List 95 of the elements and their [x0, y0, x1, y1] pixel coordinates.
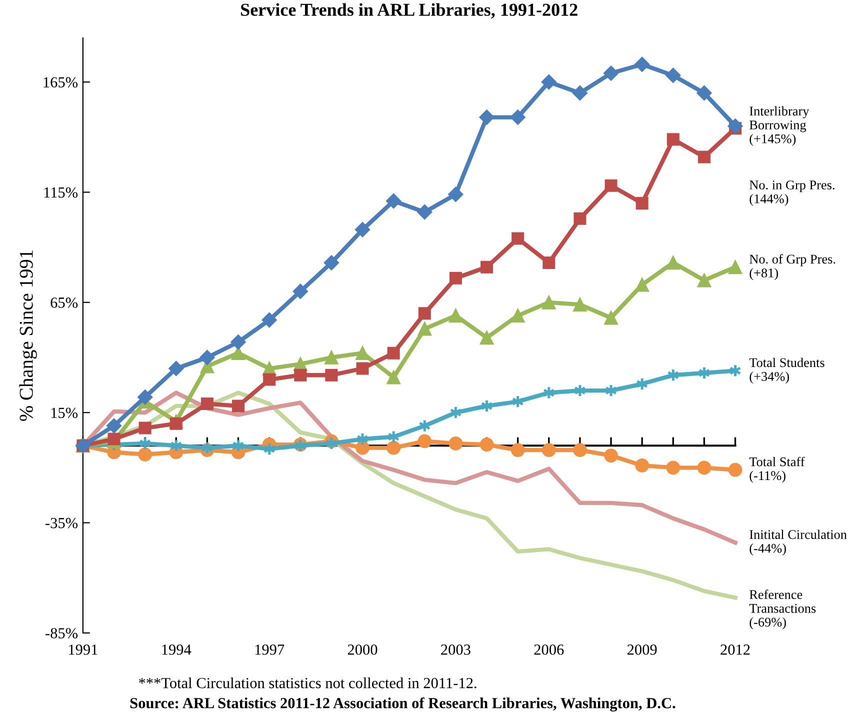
point — [728, 118, 743, 134]
point — [386, 440, 401, 455]
point — [696, 85, 712, 101]
point — [262, 312, 277, 328]
x-tick-label: 2000 — [348, 644, 378, 655]
point — [635, 458, 650, 472]
series-label: No. of Grp Pres. (+81) — [750, 254, 836, 280]
text: No. in Grp Pres. (144%) — [750, 180, 834, 206]
x-tick-label: 2006 — [534, 644, 564, 655]
y-tick-label: -85% — [46, 628, 78, 638]
point — [292, 284, 308, 299]
point — [418, 322, 432, 336]
point — [294, 368, 307, 382]
point — [448, 186, 464, 202]
point — [636, 196, 648, 210]
point — [448, 436, 463, 450]
series-label: Initital Circulation (-44%) — [750, 530, 847, 556]
point — [230, 334, 246, 350]
point — [604, 448, 618, 462]
point — [138, 390, 153, 405]
point — [634, 56, 650, 72]
point — [666, 68, 681, 83]
point — [325, 368, 338, 382]
y-tick-label: 65% — [50, 298, 78, 308]
point — [448, 308, 463, 323]
point — [106, 418, 122, 434]
point — [542, 443, 556, 457]
y-tick-label: 115% — [44, 187, 78, 198]
point — [449, 272, 462, 284]
point — [418, 307, 431, 320]
point — [480, 330, 494, 345]
series-label: Reference Transactions (-69%) — [749, 590, 816, 630]
point — [356, 440, 370, 455]
point — [354, 222, 370, 238]
point — [356, 362, 369, 375]
point — [418, 434, 432, 448]
y-tick-label: -35% — [46, 518, 78, 528]
point — [697, 273, 712, 288]
point — [603, 66, 619, 81]
series-label: Interlibrary Borrowing (+145%) — [750, 106, 810, 146]
point — [510, 308, 525, 323]
point — [386, 193, 402, 209]
point — [666, 133, 680, 146]
point — [232, 400, 245, 412]
x-tick-label: 2012 — [720, 644, 750, 655]
point — [542, 256, 556, 269]
point — [697, 460, 712, 475]
point — [728, 260, 742, 274]
point — [138, 422, 152, 434]
point — [263, 373, 276, 386]
point — [541, 74, 556, 90]
source-note: Source: ARL Statistics 2011-12 Association of Research Libraries, Washington, D.C. — [130, 697, 676, 712]
point — [573, 298, 587, 312]
point — [324, 255, 340, 270]
point — [479, 110, 494, 125]
text: ***Total Circulation statistics not collected in 2011-12. — [138, 677, 476, 688]
chart-title: Service Trends in ARL Libraries, 1991-2012 — [241, 3, 578, 19]
point — [387, 346, 400, 360]
series-label: Total Staff (-11%) — [749, 456, 805, 483]
point — [604, 179, 618, 192]
point — [108, 432, 120, 446]
point — [728, 462, 742, 477]
point — [200, 350, 215, 366]
point — [480, 438, 494, 452]
point — [386, 370, 401, 384]
point — [573, 443, 587, 457]
point — [666, 256, 680, 270]
point — [635, 278, 650, 292]
point — [666, 460, 680, 475]
point — [574, 212, 586, 225]
point — [510, 110, 526, 125]
point — [356, 346, 370, 360]
point — [324, 350, 338, 364]
x-tick-label: 2003 — [441, 644, 470, 655]
series-label: Total Students (+34%) — [749, 358, 824, 384]
point — [572, 85, 588, 101]
point — [604, 310, 618, 325]
point — [510, 443, 525, 457]
x-tick-label: 1991 — [69, 644, 98, 655]
x-tick-label: 1994 — [162, 644, 192, 655]
point — [512, 232, 524, 245]
point — [138, 448, 152, 462]
point — [231, 346, 246, 360]
y-axis-title: % Change Since 1991 — [19, 250, 37, 421]
point — [698, 150, 710, 164]
x-tick-label: 2009 — [627, 644, 657, 655]
point — [170, 417, 182, 430]
point — [168, 360, 184, 376]
point — [200, 398, 214, 410]
point — [417, 204, 432, 220]
point — [480, 260, 494, 274]
x-tick-label: 1997 — [255, 644, 284, 655]
y-tick-label: 15% — [51, 408, 78, 418]
y-tick-label: 165% — [44, 77, 78, 88]
point — [542, 295, 556, 310]
